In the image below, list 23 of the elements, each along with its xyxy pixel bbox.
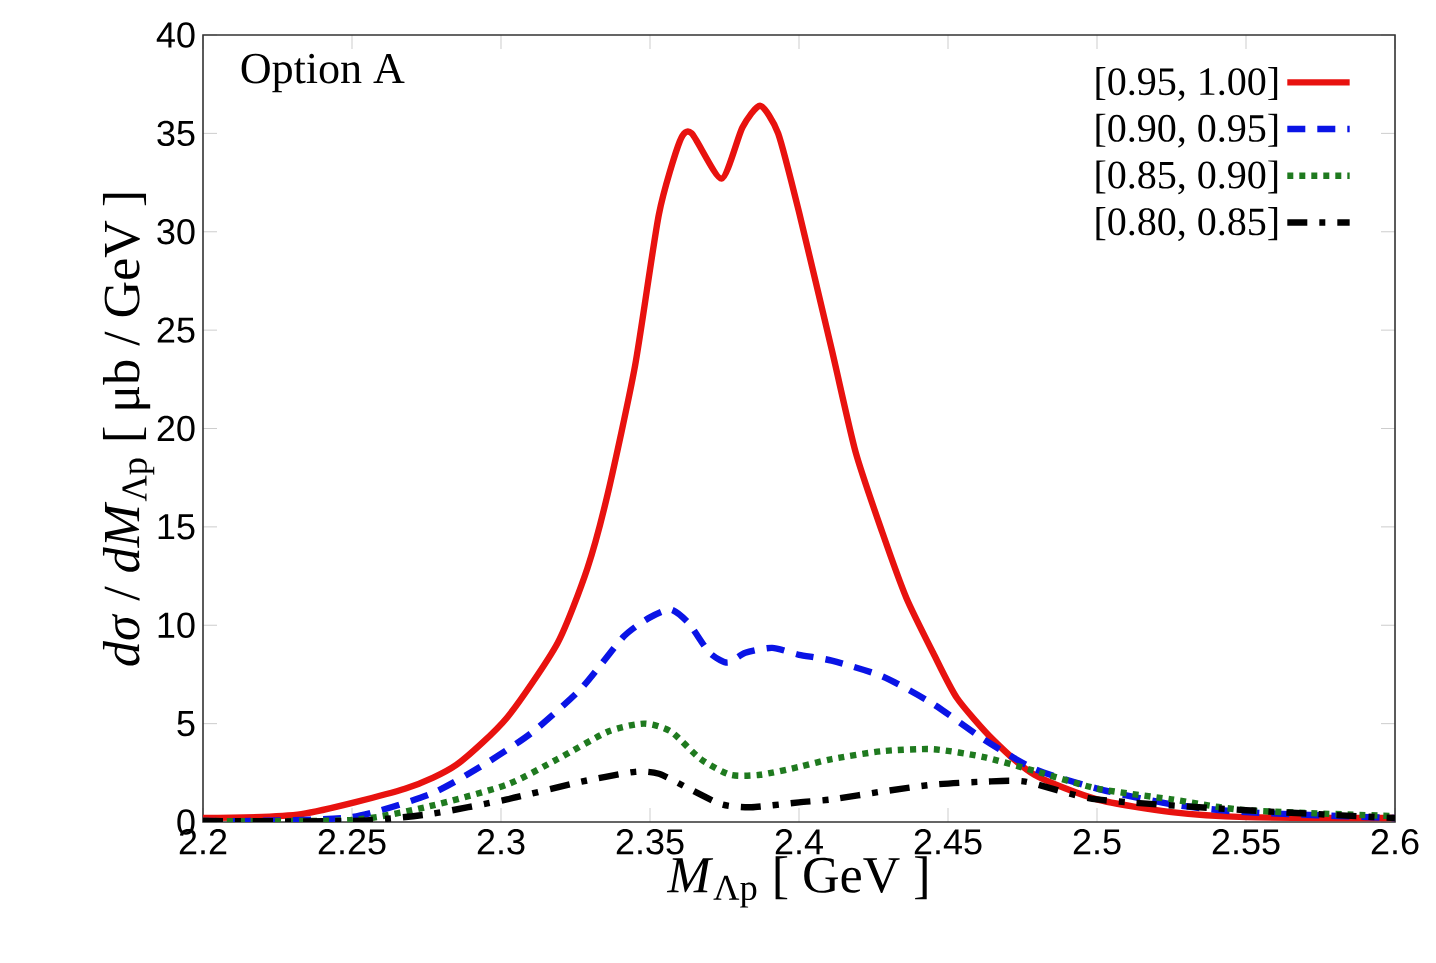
x-tick-label: 2.35 (616, 829, 684, 855)
x-tick-label: 2.5 (1073, 829, 1121, 855)
y-tick-label: 35 (157, 120, 195, 147)
legend-label: [0.95, 1.00] (1096, 66, 1278, 101)
x-tick-label: 2.25 (318, 829, 386, 855)
annotation: Option A (241, 53, 405, 93)
y-tick-label: 40 (156, 22, 195, 48)
y-tick-label: 5 (177, 711, 195, 737)
y-tick-label: 15 (158, 514, 195, 540)
legend-label: [0.90, 0.95] (1096, 113, 1278, 148)
x-tick-label: 2.6 (1371, 829, 1419, 855)
y-tick-label: 20 (157, 415, 195, 442)
legend-label: [0.85, 0.90] (1096, 160, 1278, 195)
y-tick-label: 10 (158, 612, 195, 638)
legend-label: [0.80, 0.85] (1096, 207, 1278, 242)
x-tick-label: 2.4 (775, 829, 823, 855)
x-tick-label: 2.45 (914, 829, 982, 855)
y-tick-label: 30 (157, 219, 195, 245)
x-tick-label: 2.3 (477, 829, 525, 855)
y-axis-title: dσ / dM$_{Λp}$ [ μb / GeV ] (102, 193, 155, 666)
y-tick-label: 25 (157, 317, 195, 343)
x-tick-label: 2.55 (1212, 829, 1280, 855)
x-axis-title: M$_{Λp}$ [ GeV ] (666, 856, 927, 908)
